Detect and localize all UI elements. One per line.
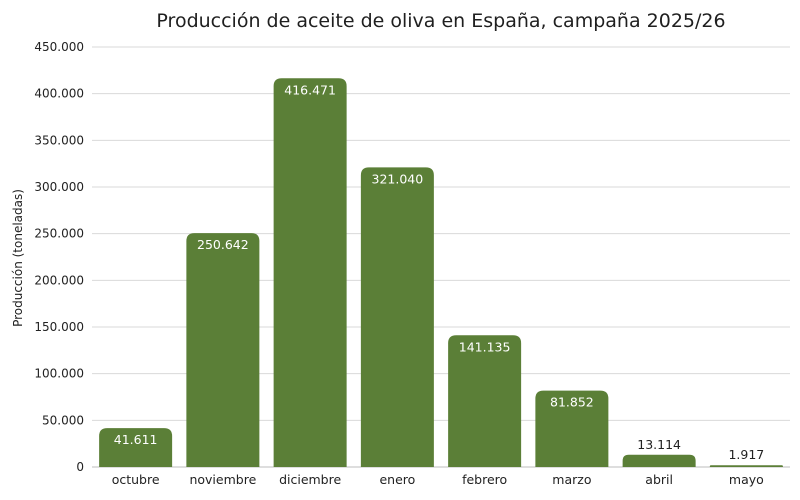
data-labels: 41.611 250.642 416.471 321.040 141.135 81.852…	[114, 82, 765, 462]
bar	[709, 465, 783, 467]
chart-title: Producción de aceite de oliva en España,…	[156, 10, 725, 32]
x-tick-label: diciembre	[279, 472, 341, 487]
bar	[273, 78, 347, 467]
y-tick-label: 350.000	[34, 133, 84, 147]
data-label: 13.114	[637, 437, 681, 452]
data-label: 41.611	[114, 432, 158, 447]
x-tick-label: marzo	[552, 472, 591, 487]
x-tick-label: noviembre	[189, 472, 256, 487]
bar	[360, 167, 434, 467]
y-axis-label: Producción (toneladas)	[11, 189, 25, 327]
x-tick-label: abril	[645, 472, 673, 487]
bar	[448, 335, 522, 467]
x-tick-label: enero	[379, 472, 415, 487]
bar	[99, 428, 173, 467]
data-label: 250.642	[197, 237, 249, 252]
y-tick-label: 250.000	[34, 227, 84, 241]
y-tick-label: 150.000	[34, 320, 84, 334]
y-axis-ticks: 0 50.000 100.000 150.000 200.000 250.000 300.0…	[34, 40, 84, 474]
data-label: 416.471	[284, 82, 336, 97]
bar	[622, 454, 696, 467]
data-label: 81.852	[550, 395, 594, 410]
x-tick-label: mayo	[729, 472, 764, 487]
y-tick-label: 450.000	[34, 40, 84, 54]
x-axis-ticks: octubre noviembre diciembre enero febrero mar…	[112, 472, 764, 487]
y-tick-label: 0	[76, 460, 84, 474]
y-tick-label: 300.000	[34, 180, 84, 194]
x-tick-label: febrero	[462, 472, 507, 487]
y-tick-label: 50.000	[42, 413, 84, 427]
x-tick-label: octubre	[112, 472, 160, 487]
data-label: 141.135	[459, 339, 511, 354]
bars	[99, 78, 783, 467]
y-tick-label: 400.000	[34, 87, 84, 101]
y-tick-label: 100.000	[34, 367, 84, 381]
data-label: 1.917	[728, 447, 764, 462]
y-tick-label: 200.000	[34, 273, 84, 287]
data-label: 321.040	[372, 171, 424, 186]
bar	[186, 233, 260, 467]
bar	[535, 390, 609, 467]
